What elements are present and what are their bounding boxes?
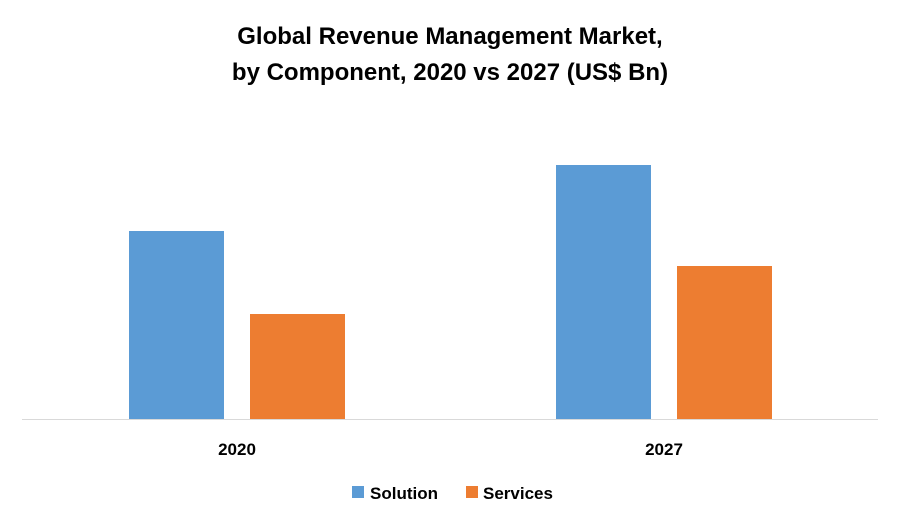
legend-label-solution: Solution [370,484,438,503]
x-tick-label-2027: 2027 [645,440,683,459]
bar-solution-2020 [129,231,224,419]
legend-swatch-solution [352,486,364,498]
bar-services-2027 [677,266,772,419]
bar-solution-2027 [556,165,651,419]
bars-group [129,165,772,419]
chart-title-line-1: Global Revenue Management Market, [237,23,662,50]
chart-title-line-2: by Component, 2020 vs 2027 (US$ Bn) [232,59,668,86]
legend-label-services: Services [483,484,553,503]
x-tick-label-2020: 2020 [218,440,256,459]
legend: Solution Services [352,484,553,503]
bar-services-2020 [250,314,345,419]
legend-swatch-services [466,486,478,498]
